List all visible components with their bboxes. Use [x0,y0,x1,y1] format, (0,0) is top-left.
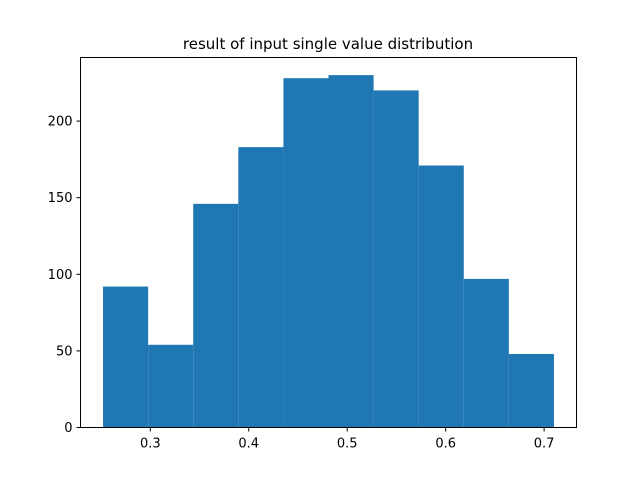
x-axis-ticks: 0.3 0.4 0.5 0.6 0.7 [140,427,555,452]
histogram-bar [193,203,239,428]
y-tick-label: 100 [48,268,73,283]
x-tick-label: 0.3 [140,437,161,452]
x-tick-label: 0.5 [337,437,358,452]
histogram-bar [373,90,419,428]
histogram-bar [418,165,464,428]
plot-frame [80,57,577,428]
histogram-bar [148,344,194,428]
histogram-bar [328,75,374,428]
y-tick-label: 50 [56,344,73,359]
histogram-bar [463,278,509,428]
y-axis-ticks: 0 50 100 150 200 [48,115,81,436]
histogram-bar [103,286,149,428]
y-tick-label: 200 [48,115,73,130]
histogram-bar [283,78,329,428]
histogram-bar [508,353,554,428]
x-tick-label: 0.6 [435,437,456,452]
chart-title: result of input single value distributio… [183,35,473,53]
y-tick-label: 150 [48,191,73,206]
x-tick-label: 0.4 [238,437,259,452]
bars-group [103,75,554,428]
histogram-bar [238,147,284,428]
y-tick-label: 0 [64,421,72,436]
x-tick-label: 0.7 [534,437,555,452]
